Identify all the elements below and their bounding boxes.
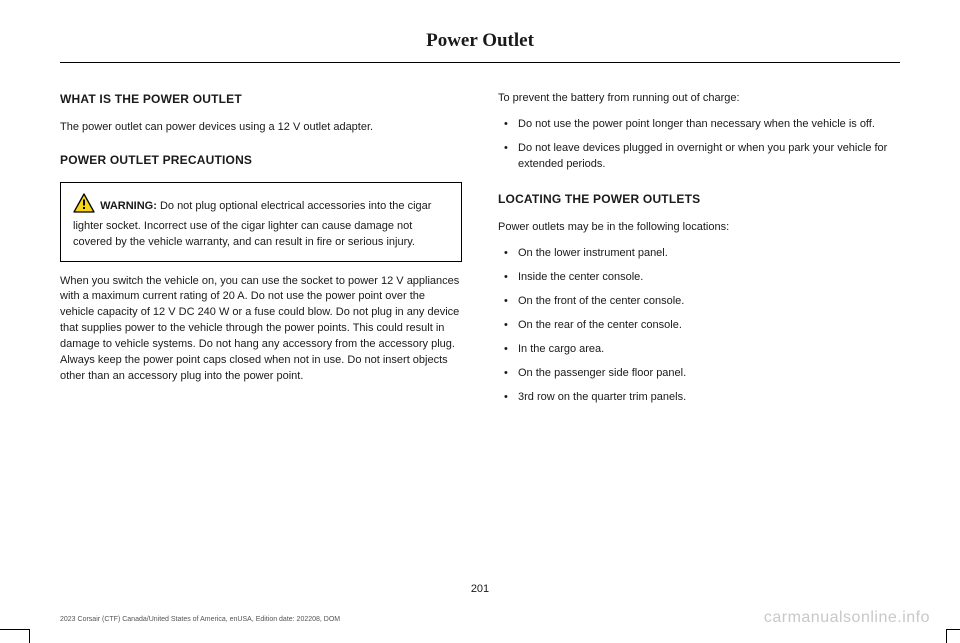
watermark: carmanualsonline.info <box>764 609 930 627</box>
crop-mark-icon <box>946 629 960 643</box>
list-item: Inside the center console. <box>498 270 900 286</box>
paragraph-prevent-intro: To prevent the battery from running out … <box>498 91 900 107</box>
column-right: To prevent the battery from running out … <box>498 91 900 414</box>
prevent-list: Do not use the power point longer than n… <box>498 117 900 173</box>
locations-list: On the lower instrument panel. Inside th… <box>498 246 900 406</box>
list-item: Do not use the power point longer than n… <box>498 117 900 133</box>
list-item: On the rear of the center console. <box>498 318 900 334</box>
warning-box: WARNING: Do not plug optional electrical… <box>60 182 462 262</box>
list-item: In the cargo area. <box>498 342 900 358</box>
paragraph-precaution-detail: When you switch the vehicle on, you can … <box>60 274 462 386</box>
column-left: WHAT IS THE POWER OUTLET The power outle… <box>60 91 462 414</box>
heading-precautions: POWER OUTLET PRECAUTIONS <box>60 152 462 169</box>
warning-label: WARNING: <box>100 200 157 212</box>
list-item: On the passenger side floor panel. <box>498 366 900 382</box>
list-item: 3rd row on the quarter trim panels. <box>498 390 900 406</box>
list-item: Do not leave devices plugged in overnigh… <box>498 141 900 173</box>
list-item: On the lower instrument panel. <box>498 246 900 262</box>
warning-triangle-icon <box>73 193 95 219</box>
crop-mark-icon <box>0 629 30 643</box>
page-number: 201 <box>0 583 960 595</box>
content-columns: WHAT IS THE POWER OUTLET The power outle… <box>60 91 900 414</box>
page-title: Power Outlet <box>60 30 900 63</box>
paragraph-intro: The power outlet can power devices using… <box>60 120 462 136</box>
heading-what-is: WHAT IS THE POWER OUTLET <box>60 91 462 108</box>
heading-locating: LOCATING THE POWER OUTLETS <box>498 191 900 208</box>
list-item: On the front of the center console. <box>498 294 900 310</box>
footer-metadata: 2023 Corsair (CTF) Canada/United States … <box>60 616 340 623</box>
paragraph-locations-intro: Power outlets may be in the following lo… <box>498 220 900 236</box>
